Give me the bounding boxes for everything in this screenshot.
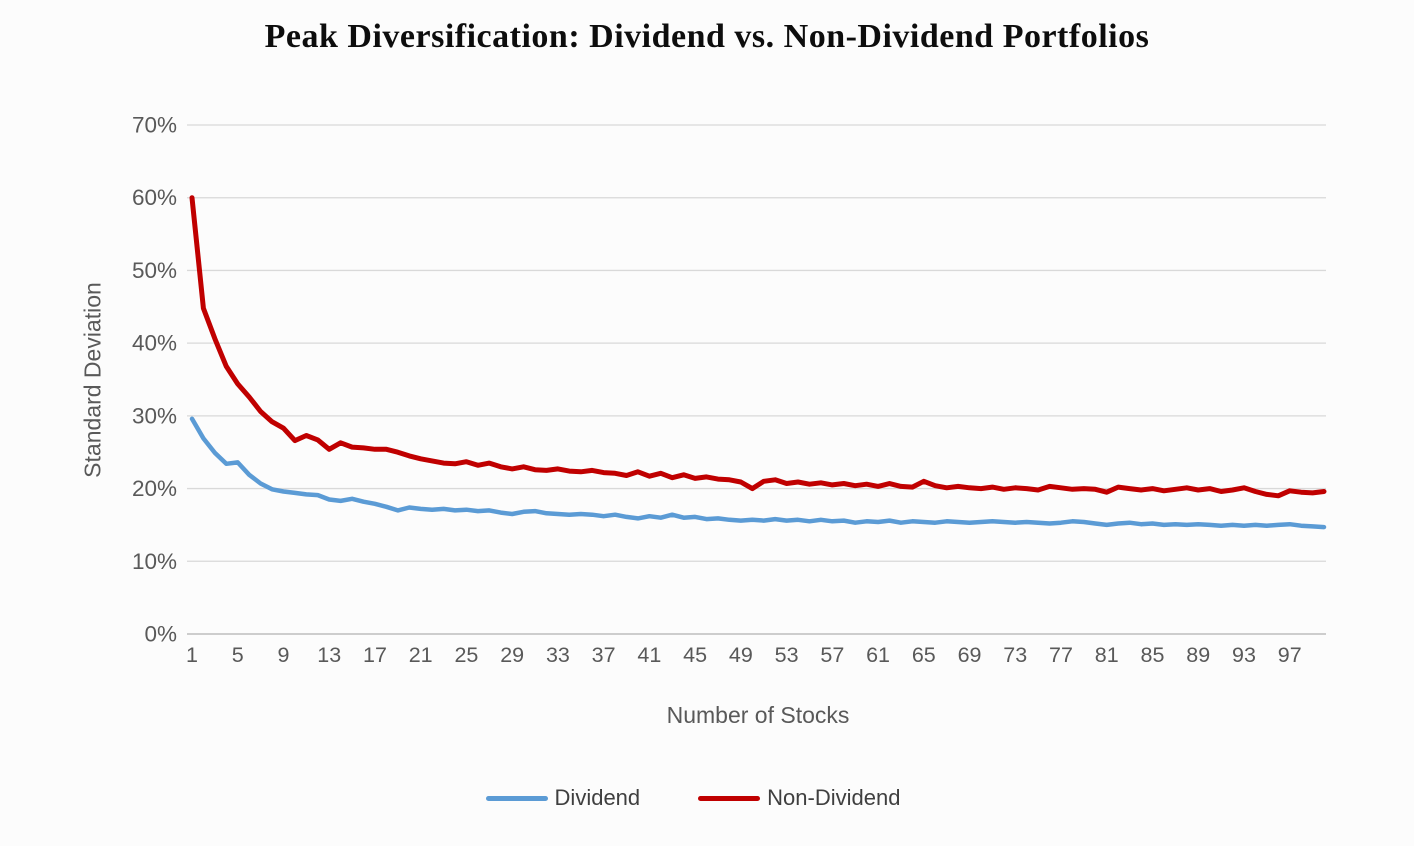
legend-label-non-dividend: Non-Dividend	[767, 785, 901, 810]
x-tick-label-13: 13	[317, 643, 341, 667]
legend: Dividend Non-Dividend	[0, 785, 1400, 811]
legend-label-dividend: Dividend	[554, 785, 641, 810]
y-tick-label-0: 0%	[144, 622, 177, 647]
x-tick-label-1: 1	[186, 643, 198, 667]
x-tick-label-21: 21	[409, 643, 433, 667]
x-tick-label-29: 29	[500, 643, 524, 667]
x-tick-label-57: 57	[820, 643, 844, 667]
x-tick-label-73: 73	[1003, 643, 1027, 667]
y-tick-label-30: 30%	[132, 403, 177, 428]
x-tick-label-89: 89	[1186, 643, 1210, 667]
x-tick-label-61: 61	[866, 643, 890, 667]
x-tick-label-53: 53	[775, 643, 799, 667]
x-tick-label-45: 45	[683, 643, 707, 667]
chart-title: Peak Diversification: Dividend vs. Non-D…	[264, 18, 1150, 55]
series-line-non-dividend	[189, 195, 1327, 499]
x-tick-label-93: 93	[1232, 643, 1256, 667]
x-tick-label-65: 65	[912, 643, 936, 667]
x-tick-label-5: 5	[232, 643, 244, 667]
x-tick-label-85: 85	[1141, 643, 1165, 667]
x-tick-label-25: 25	[454, 643, 478, 667]
x-tick-label-9: 9	[277, 643, 289, 667]
non-dividend-line-swatch	[698, 795, 761, 801]
y-tick-label-50: 50%	[132, 258, 177, 283]
x-tick-label-69: 69	[958, 643, 982, 667]
y-tick-label-60: 60%	[132, 185, 177, 210]
y-tick-label-70: 70%	[132, 113, 177, 138]
x-axis-title: Number of Stocks	[666, 702, 850, 728]
legend-item-non-dividend: Non-Dividend	[698, 785, 900, 811]
y-tick-label-10: 10%	[132, 549, 177, 574]
series-line-dividend	[189, 416, 1327, 530]
x-tick-label-49: 49	[729, 643, 753, 667]
y-tick-label-40: 40%	[132, 331, 177, 356]
x-tick-label-17: 17	[363, 643, 387, 667]
x-tick-label-37: 37	[592, 643, 616, 667]
x-tick-label-77: 77	[1049, 643, 1073, 667]
x-tick-label-81: 81	[1095, 643, 1119, 667]
dividend-line-swatch	[485, 795, 548, 801]
legend-item-dividend: Dividend	[485, 785, 641, 811]
x-tick-label-41: 41	[637, 643, 661, 667]
x-tick-label-33: 33	[546, 643, 570, 667]
x-tick-label-97: 97	[1278, 643, 1302, 667]
y-tick-label-20: 20%	[132, 476, 177, 501]
